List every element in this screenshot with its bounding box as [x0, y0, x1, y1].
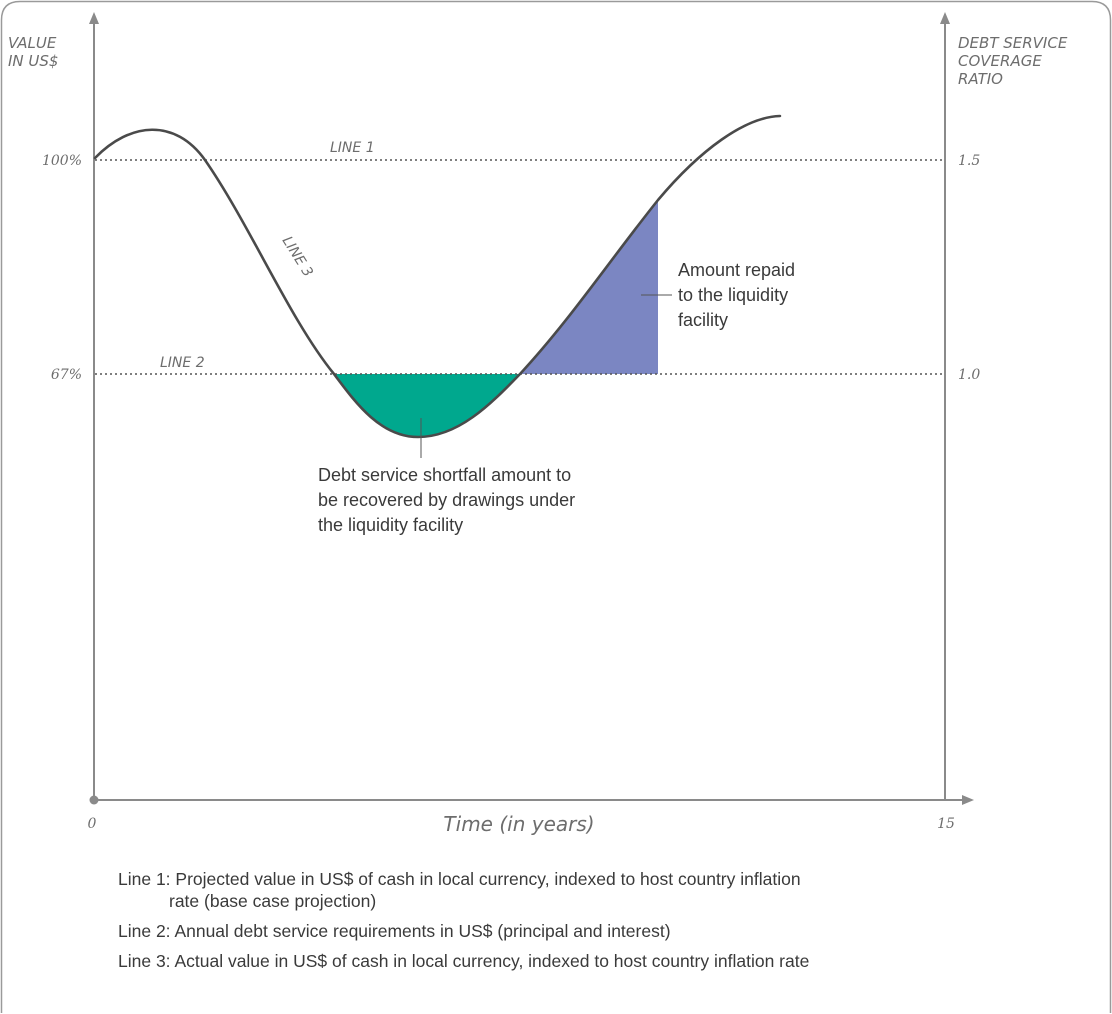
- repaid-callout: Amount repaid to the liquidity facility: [678, 260, 800, 330]
- origin-dot: [89, 795, 99, 805]
- x-axis-label: Time (in years): [443, 812, 594, 836]
- y-axis-left-arrow: [89, 12, 99, 24]
- repaid-area: [520, 200, 658, 374]
- shortfall-callout-line3: the liquidity facility: [318, 515, 463, 535]
- y-right-tick-1-5: 1.5: [958, 153, 980, 169]
- shortfall-callout-line2: be recovered by drawings under: [318, 490, 575, 510]
- repaid-callout-line2: to the liquidity: [678, 285, 788, 305]
- repaid-callout-line1: Amount repaid: [678, 260, 795, 280]
- legend: Line 1: Projected value in US$ of cash i…: [118, 868, 998, 980]
- y-left-title: VALUE IN US$: [8, 34, 61, 70]
- legend-item-line2: Line 2: Annual debt service requirements…: [118, 920, 998, 942]
- repaid-callout-line3: facility: [678, 310, 728, 330]
- y-left-title-line2: IN US$: [8, 52, 58, 70]
- y-axis-right-arrow: [940, 12, 950, 24]
- legend-line1-text: Line 1: Projected value in US$ of cash i…: [118, 869, 801, 889]
- shortfall-callout-line1: Debt service shortfall amount to: [318, 465, 571, 485]
- line1-label: LINE 1: [330, 140, 375, 156]
- shortfall-area: [334, 374, 520, 437]
- legend-item-line3: Line 3: Actual value in US$ of cash in l…: [118, 950, 998, 972]
- y-left-title-line1: VALUE: [8, 34, 57, 52]
- x-axis-arrow: [962, 795, 974, 805]
- line3-curve: [93, 114, 782, 439]
- shortfall-callout: Debt service shortfall amount to be reco…: [318, 465, 580, 535]
- legend-item-line1: Line 1: Projected value in US$ of cash i…: [118, 868, 998, 912]
- legend-line1-continuation: rate (base case projection): [169, 891, 377, 911]
- y-right-title-line3: RATIO: [958, 70, 1003, 88]
- y-right-title: DEBT SERVICE COVERAGE RATIO: [958, 34, 1072, 88]
- y-right-title-line1: DEBT SERVICE: [958, 34, 1068, 52]
- x-tick-15: 15: [937, 816, 955, 832]
- line3-label: LINE 3: [279, 234, 316, 280]
- y-left-tick-67: 67%: [51, 367, 82, 383]
- y-right-tick-1-0: 1.0: [958, 367, 980, 383]
- legend-line3-text: Line 3: Actual value in US$ of cash in l…: [118, 951, 810, 971]
- x-tick-0: 0: [88, 816, 97, 832]
- line2-label: LINE 2: [160, 355, 205, 371]
- y-right-title-line2: COVERAGE: [958, 52, 1042, 70]
- y-left-tick-100: 100%: [42, 153, 82, 169]
- legend-line2-text: Line 2: Annual debt service requirements…: [118, 921, 671, 941]
